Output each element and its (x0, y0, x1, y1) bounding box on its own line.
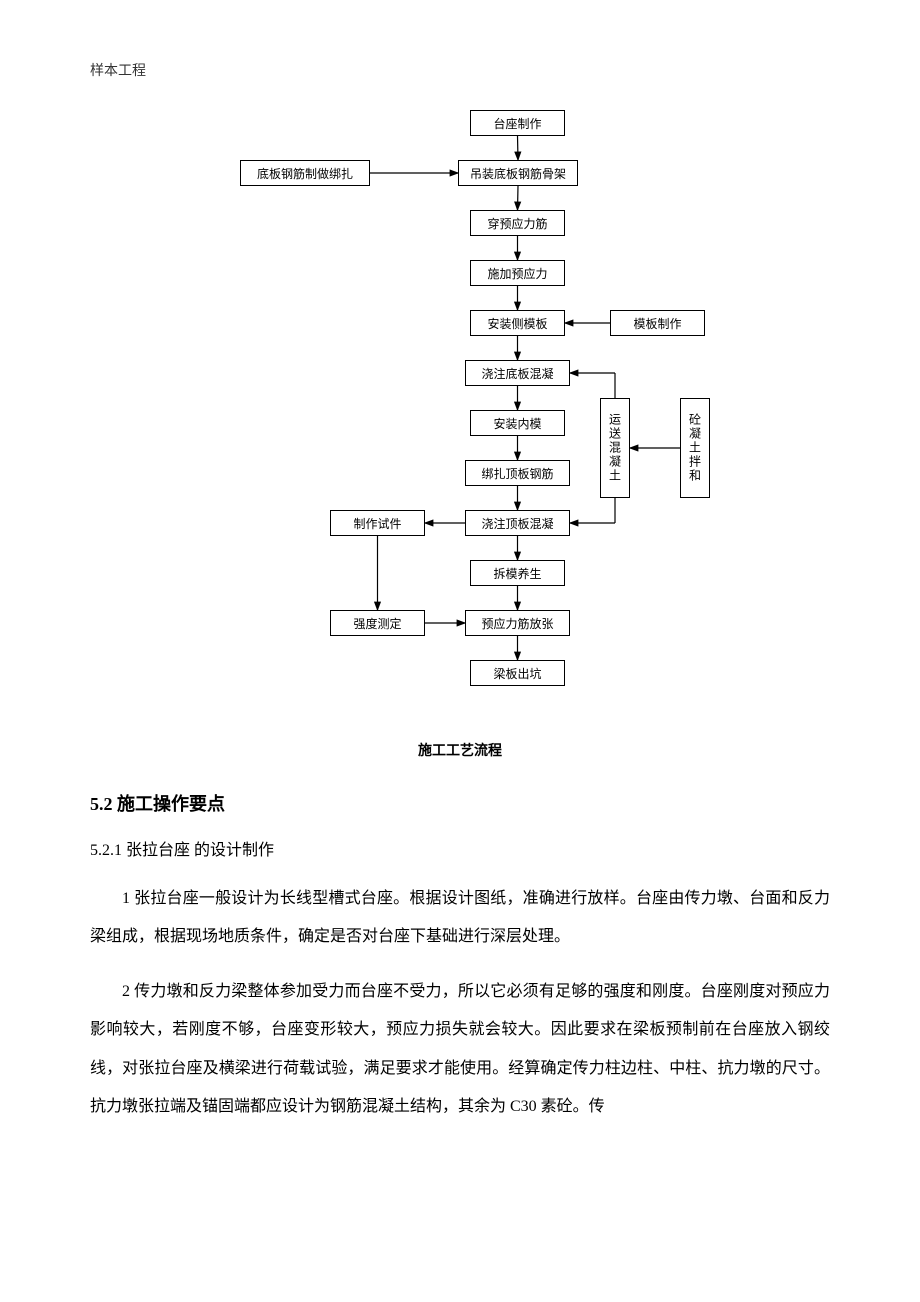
flowchart-node-n13: 制作试件 (330, 510, 425, 536)
flowchart-node-n14: 浇注顶板混凝 (465, 510, 570, 536)
flowchart-node-n8: 浇注底板混凝 (465, 360, 570, 386)
flowchart-wrapper: 台座制作底板钢筋制做绑扎 吊装底板钢筋骨架穿预应力筋施加预应力安装侧模板 模板制作浇… (90, 110, 830, 730)
flowchart-node-n16: 强度测定 (330, 610, 425, 636)
flowchart-node-n17: 预应力筋放张 (465, 610, 570, 636)
paragraph-2: 2 传力墩和反力梁整体参加受力而台座不受力，所以它必须有足够的强度和刚度。台座刚… (90, 973, 830, 1127)
section-heading: 5.2 施工操作要点 (90, 790, 830, 816)
flowchart-node-n11: 砼凝土拌和 (680, 398, 710, 498)
flowchart-node-n6: 安装侧模板 (470, 310, 565, 336)
flowchart: 台座制作底板钢筋制做绑扎 吊装底板钢筋骨架穿预应力筋施加预应力安装侧模板 模板制作浇… (180, 110, 740, 730)
subsection-heading: 5.2.1 张拉台座 的设计制作 (90, 836, 830, 860)
flowchart-caption: 施工工艺流程 (90, 740, 830, 760)
flowchart-node-n3: 吊装底板钢筋骨架 (458, 160, 578, 186)
flowchart-edges (180, 110, 740, 730)
flowchart-node-n5: 施加预应力 (470, 260, 565, 286)
page-header: 样本工程 (90, 60, 830, 80)
flowchart-node-n12: 绑扎顶板钢筋 (465, 460, 570, 486)
flowchart-node-n1: 台座制作 (470, 110, 565, 136)
flowchart-node-n4: 穿预应力筋 (470, 210, 565, 236)
flowchart-node-n9: 安装内模 (470, 410, 565, 436)
flowchart-node-n2: 底板钢筋制做绑扎 (240, 160, 370, 186)
flowchart-node-n10: 运送混凝土 (600, 398, 630, 498)
paragraph-1: 1 张拉台座一般设计为长线型槽式台座。根据设计图纸，准确进行放样。台座由传力墩、… (90, 880, 830, 957)
flowchart-node-n18: 梁板出坑 (470, 660, 565, 686)
flowchart-node-n7: 模板制作 (610, 310, 705, 336)
flowchart-node-n15: 拆模养生 (470, 560, 565, 586)
